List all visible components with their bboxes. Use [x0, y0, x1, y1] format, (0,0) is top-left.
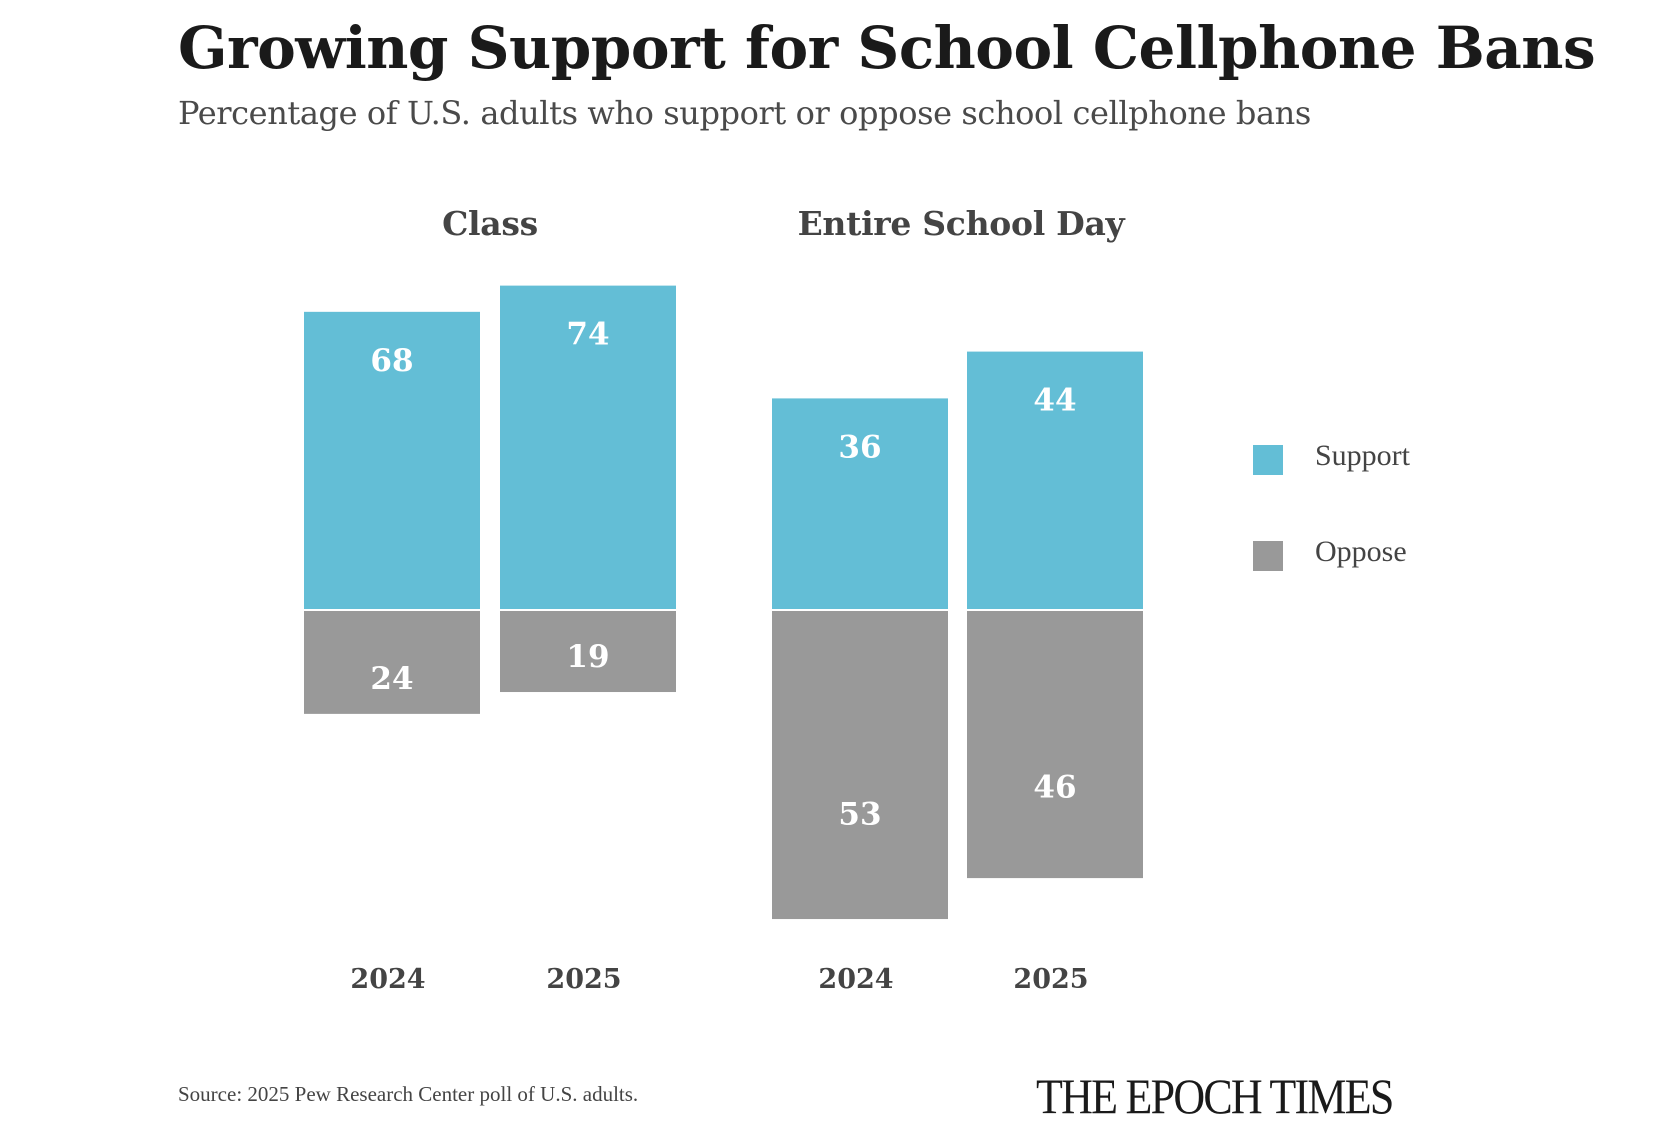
bar-support-1-2024	[772, 398, 948, 609]
bar-oppose-1-2025	[967, 611, 1143, 879]
bar-support-0-2024	[304, 311, 480, 609]
legend-swatch-oppose	[1253, 541, 1283, 571]
x-tick-label-1-2024: 2024	[818, 964, 893, 995]
legend-label-support: Support	[1315, 439, 1411, 472]
bar-support-1-2025	[967, 351, 1143, 609]
x-tick-label-0-2024: 2024	[350, 964, 425, 995]
legend-swatch-support	[1253, 445, 1283, 475]
bar-support-0-2025	[500, 285, 676, 609]
data-label-oppose-0-2024: 24	[370, 661, 413, 697]
legend-item-support: Support	[1253, 439, 1410, 475]
data-label-support-1-2024: 36	[838, 429, 881, 465]
bar-oppose-1-2024	[772, 611, 948, 920]
bar-oppose-0-2024	[304, 611, 480, 714]
data-label-support-0-2024: 68	[370, 343, 413, 379]
bar-oppose-0-2025	[500, 611, 676, 693]
data-label-oppose-0-2025: 19	[566, 639, 609, 675]
data-label-oppose-1-2025: 46	[1033, 770, 1076, 806]
chart-subtitle: Percentage of U.S. adults who support or…	[178, 94, 1311, 132]
x-tick-label-0-2025: 2025	[546, 964, 621, 995]
publisher-logo: THE EPOCH TIMES	[1036, 1068, 1394, 1124]
legend-label-oppose: Oppose	[1315, 535, 1407, 568]
x-tick-label-1-2025: 2025	[1013, 964, 1088, 995]
source-note: Source: 2025 Pew Research Center poll of…	[178, 1082, 639, 1106]
data-label-support-1-2025: 44	[1033, 383, 1076, 419]
legend-item-oppose: Oppose	[1253, 535, 1407, 571]
chart-title: Growing Support for School Cellphone Ban…	[178, 14, 1596, 82]
data-label-oppose-1-2024: 53	[838, 797, 881, 833]
data-label-support-0-2025: 74	[566, 317, 609, 353]
panel-title-class: Class	[442, 204, 538, 243]
panel-title-entire-school-day: Entire School Day	[797, 204, 1125, 243]
